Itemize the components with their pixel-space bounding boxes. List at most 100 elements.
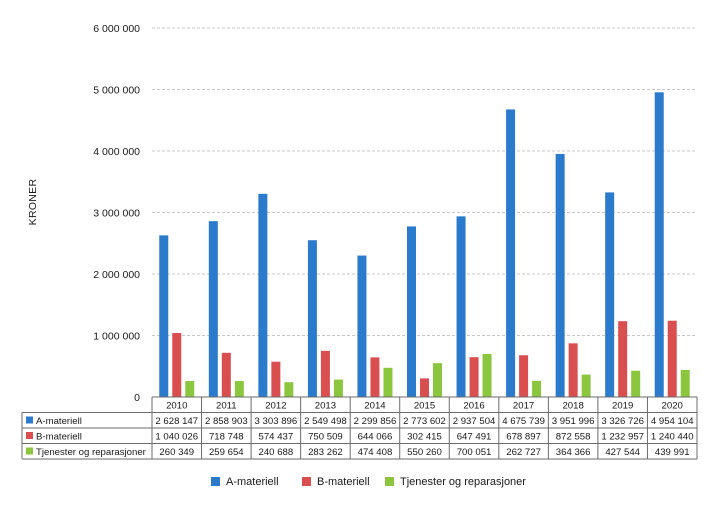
data-label: 2 628 147: [155, 416, 198, 427]
data-label: 364 366: [556, 447, 591, 458]
bar: [667, 320, 677, 397]
y-tick-label: 1 000 000: [93, 331, 140, 343]
bar: [357, 255, 367, 397]
data-label: 1 040 026: [155, 432, 198, 443]
bar: [631, 370, 641, 397]
bar: [506, 109, 516, 397]
bar: [159, 235, 169, 397]
category-label: 2018: [562, 401, 583, 412]
category-label: 2012: [265, 401, 286, 412]
data-label: 283 262: [308, 447, 343, 458]
bar: [456, 216, 466, 397]
legend-entry: Tjenester og reparasjoner: [400, 476, 526, 488]
y-axis-ticks: 0 1 000 000 2 000 000 3 000 000 4 000 000 5 0…: [93, 23, 140, 404]
data-label: 872 558: [556, 432, 591, 443]
data-label: 262 727: [506, 447, 541, 458]
bar: [333, 379, 343, 397]
data-label: 4 954 104: [651, 416, 694, 427]
legend-entry: A-materiell: [226, 476, 279, 488]
bar: [654, 92, 664, 397]
bar: [221, 352, 231, 397]
data-label: 1 240 440: [651, 432, 694, 443]
bar: [618, 321, 628, 397]
bar: [383, 367, 393, 397]
bar: [185, 380, 195, 397]
bar: [271, 361, 281, 397]
legend-entry: B-materiell: [317, 476, 370, 488]
data-label: 550 260: [407, 447, 442, 458]
data-label: 4 675 739: [502, 416, 545, 427]
data-label: 427 544: [605, 447, 640, 458]
data-label: 1 232 957: [601, 432, 644, 443]
y-tick-label: 4 000 000: [93, 146, 140, 158]
series-key-swatch: [26, 416, 33, 424]
data-label: 678 897: [506, 432, 541, 443]
data-label: 2 858 903: [205, 416, 248, 427]
data-label: 700 051: [457, 447, 492, 458]
data-label: 644 066: [358, 432, 393, 443]
bar: [284, 382, 294, 397]
data-label: 718 748: [209, 432, 244, 443]
bar: [680, 369, 690, 397]
y-tick-label: 3 000 000: [93, 208, 140, 220]
series-row-label: A-materiell: [36, 416, 82, 427]
data-label: 3 951 996: [552, 416, 595, 427]
bar: [320, 350, 330, 397]
series-key-swatch: [26, 447, 33, 455]
data-label: 3 303 896: [255, 416, 298, 427]
legend-swatch: [302, 477, 311, 486]
legend: A-materiell B-materiell Tjenester og repar…: [211, 476, 526, 488]
bar: [568, 343, 578, 397]
category-label: 2011: [216, 401, 237, 412]
data-label: 2 549 498: [304, 416, 347, 427]
bar: [532, 380, 542, 397]
bar: [234, 381, 244, 397]
data-label: 647 491: [457, 432, 492, 443]
data-label: 3 326 726: [601, 416, 644, 427]
category-label: 2015: [414, 401, 435, 412]
data-label: 2 937 504: [453, 416, 496, 427]
data-label: 259 654: [209, 447, 244, 458]
bar: [370, 357, 380, 397]
data-label: 439 991: [655, 447, 690, 458]
data-label: 2 299 856: [354, 416, 397, 427]
category-label: 2013: [315, 401, 336, 412]
bar: [581, 374, 591, 397]
bar: [172, 333, 182, 397]
y-tick-label: 0: [134, 392, 140, 404]
category-label: 2017: [513, 401, 534, 412]
data-label: 260 349: [159, 447, 194, 458]
category-label: 2016: [463, 401, 484, 412]
series-row-label: B-materiell: [36, 432, 82, 443]
bar: [519, 355, 529, 397]
category-label: 2020: [662, 401, 683, 412]
series-row-label: Tjenester og reparasjoner: [36, 447, 147, 458]
data-table: 2010 2011 2012 2013 2014 2015 2016 2017 2018 2019…: [21, 396, 698, 460]
category-label: 2019: [612, 401, 633, 412]
legend-swatch: [385, 477, 394, 486]
bar: [420, 378, 429, 397]
bar: [407, 226, 416, 397]
category-label: 2014: [364, 401, 386, 412]
bar: [605, 192, 615, 397]
bar: [258, 193, 268, 397]
series-key-swatch: [26, 432, 33, 439]
data-label: 750 509: [308, 432, 343, 443]
y-tick-label: 5 000 000: [93, 85, 140, 97]
bar: [208, 221, 218, 397]
data-label: 474 408: [358, 447, 393, 458]
data-label: 302 415: [407, 432, 442, 443]
bar: [433, 363, 442, 397]
gridlines: [152, 27, 697, 336]
legend-swatch: [211, 477, 220, 486]
y-tick-label: 2 000 000: [93, 269, 140, 281]
category-label: 2010: [166, 401, 187, 412]
bar: [482, 353, 492, 397]
bar: [307, 240, 317, 397]
bar: [469, 357, 479, 397]
y-tick-label: 6 000 000: [93, 23, 140, 35]
bar: [555, 153, 565, 397]
data-label: 574 437: [259, 432, 294, 443]
data-label: 240 688: [259, 447, 294, 458]
